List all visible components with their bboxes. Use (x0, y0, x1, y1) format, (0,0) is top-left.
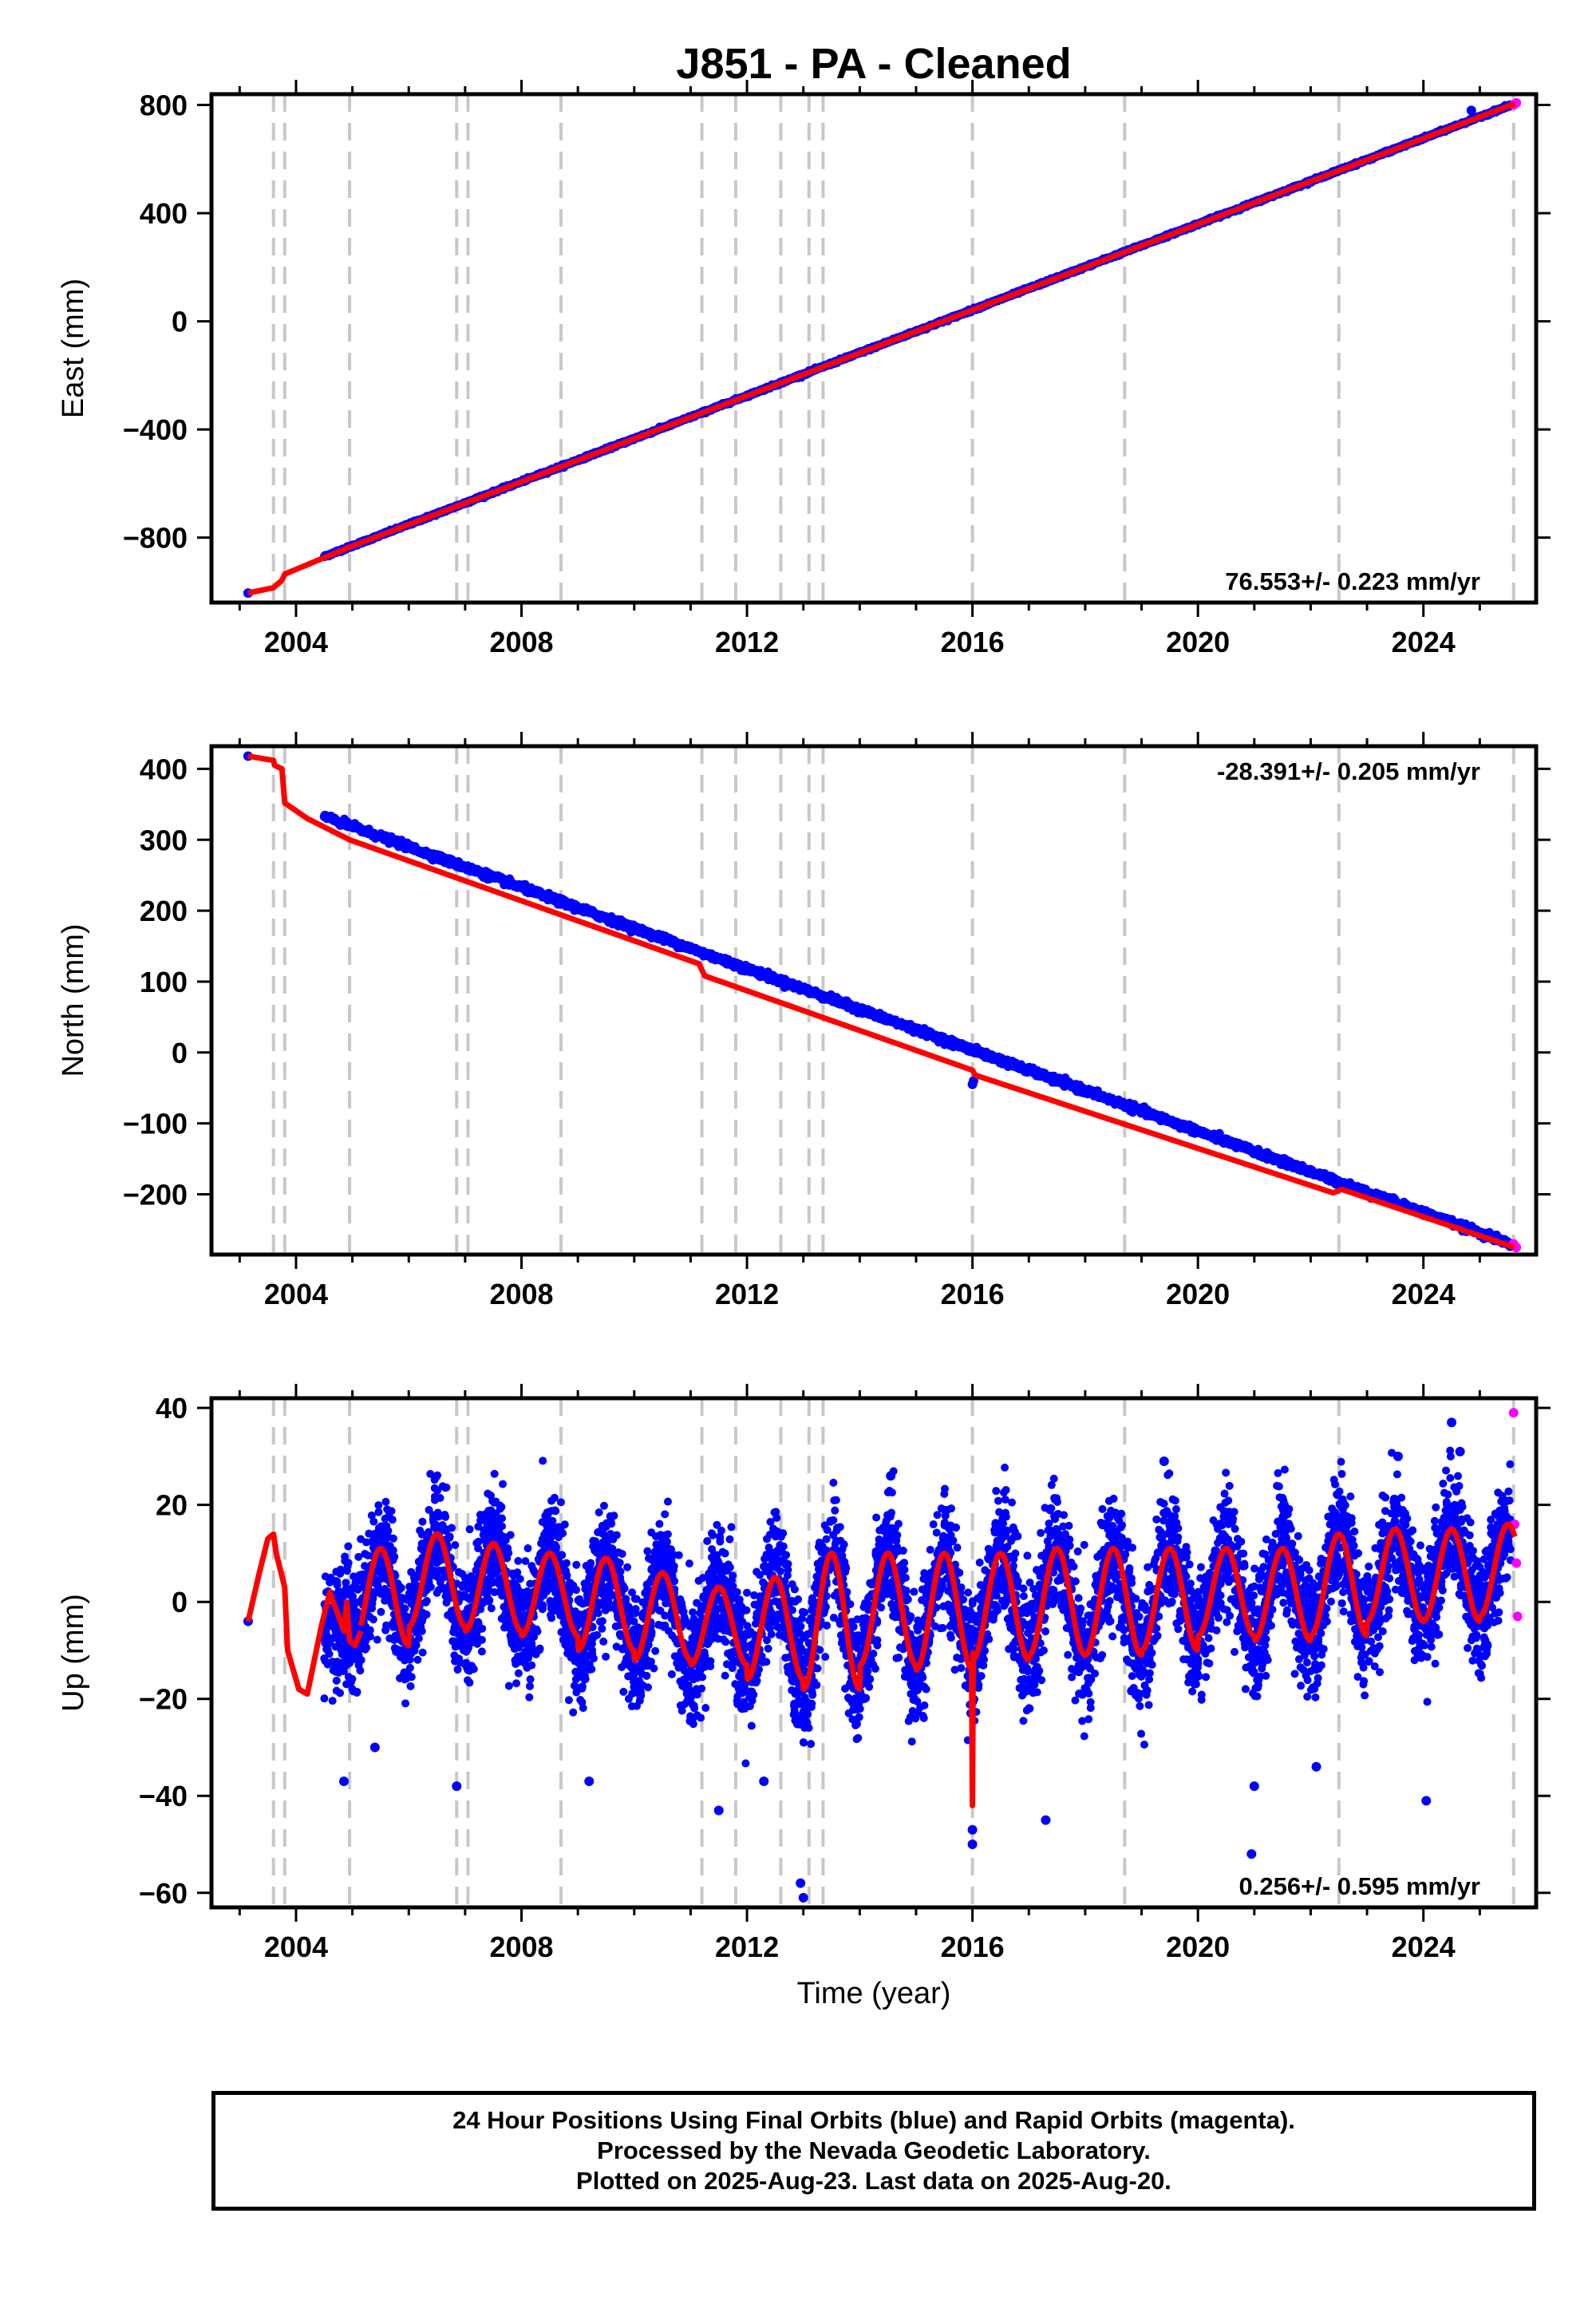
y-tick-label: 800 (140, 89, 188, 122)
y-tick-label: −400 (123, 413, 188, 446)
east-panel: 2004 2008 2012 2016 2020 2024 −800 −400 0 400 800 E… (57, 80, 1551, 658)
x-tick-label: 2020 (1166, 626, 1230, 658)
chart-title: J851 - PA - Cleaned (676, 40, 1071, 88)
x-tick-label: 2004 (264, 626, 328, 658)
y-tick-label: 0 (172, 306, 188, 338)
model-lines (247, 101, 1516, 596)
panel-frame (209, 92, 1539, 605)
data-points (243, 751, 1522, 1253)
x-tick-label: 2012 (715, 626, 779, 658)
y-tick-label: −800 (123, 522, 188, 555)
x-tick-label: 2016 (941, 626, 1005, 658)
plot-area (243, 97, 1522, 599)
data-point (1466, 105, 1476, 116)
plot-area (243, 751, 1522, 1253)
x-tick-label: 2008 (489, 626, 553, 658)
north-panel: 2004 2008 2012 2016 2020 2024−200−10001002003… (57, 732, 1551, 1310)
y-tick-label: 400 (140, 197, 188, 230)
y-axis-label: East (mm) (57, 279, 90, 418)
x-tick-label: 2024 (1392, 626, 1456, 658)
model-fit-line (247, 101, 1516, 596)
rate-annotation: 76.553+/- 0.223 mm/yr (1225, 567, 1480, 595)
